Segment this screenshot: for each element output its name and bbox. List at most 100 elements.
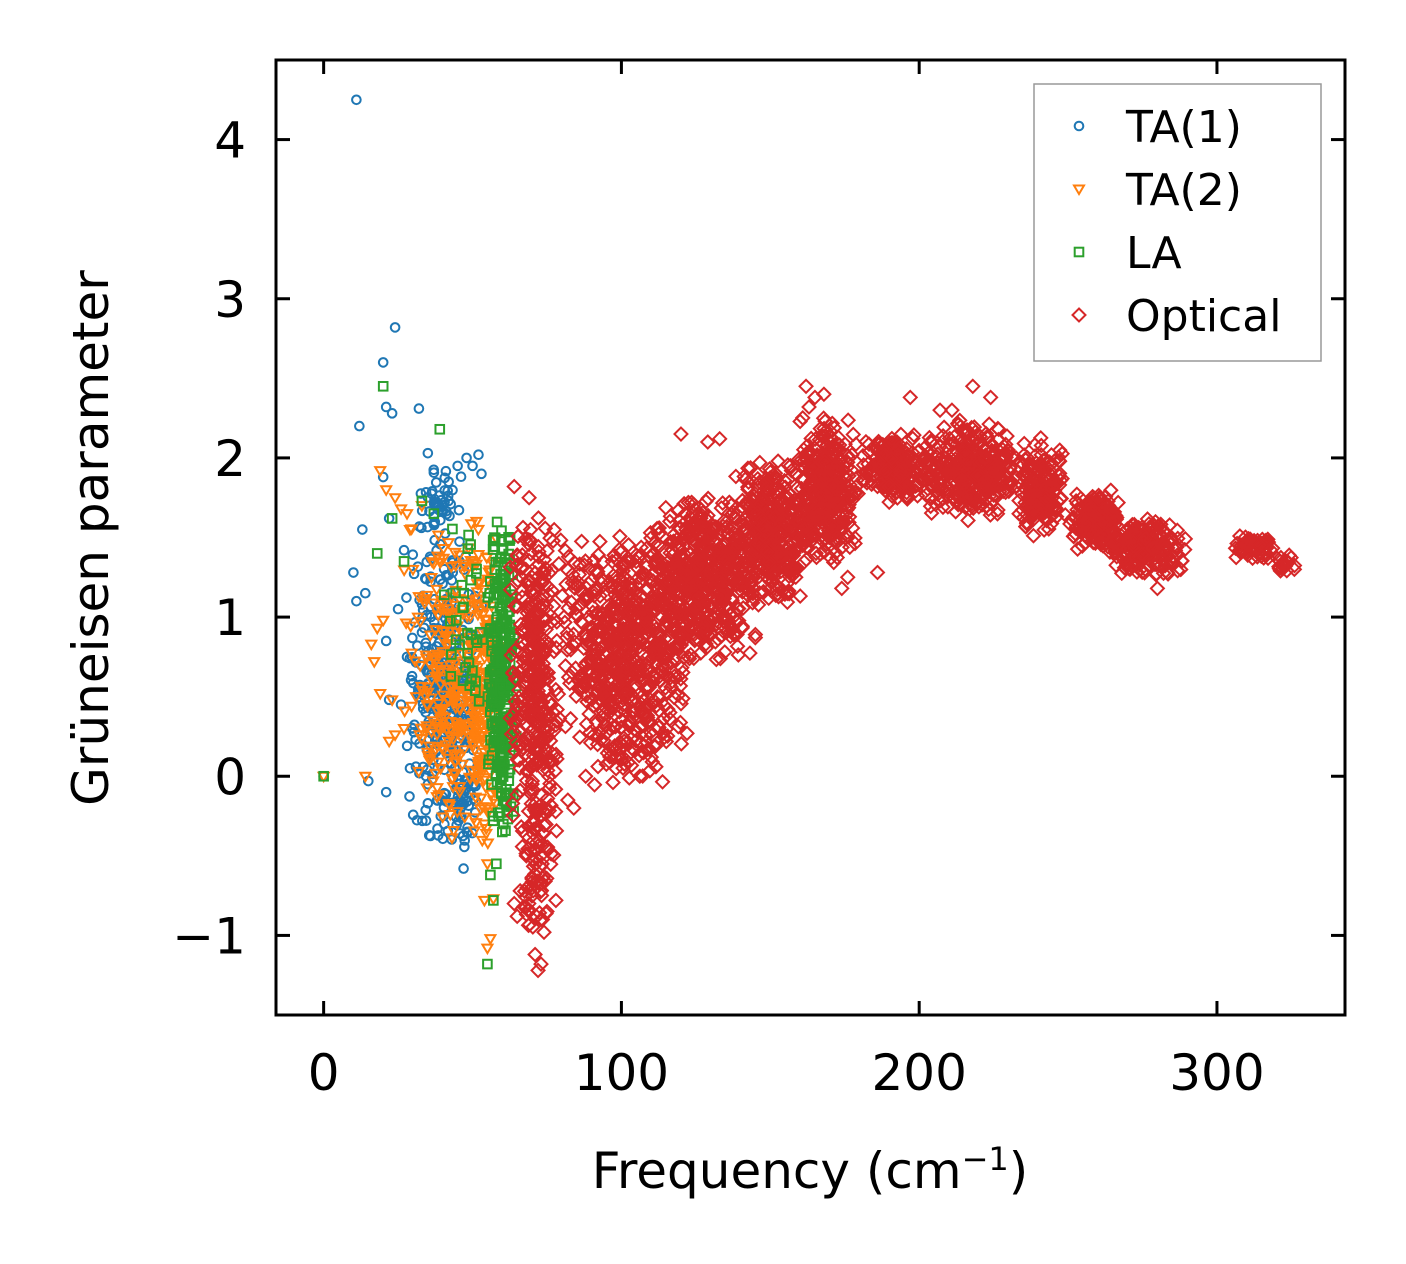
data-point bbox=[539, 801, 556, 818]
data-point bbox=[421, 664, 432, 676]
data-point bbox=[480, 859, 495, 871]
data-point bbox=[606, 547, 623, 564]
data-point bbox=[420, 804, 431, 816]
data-point bbox=[578, 716, 595, 732]
data-point bbox=[512, 707, 529, 724]
data-point bbox=[530, 538, 547, 555]
data-point bbox=[406, 670, 418, 682]
data-point bbox=[428, 625, 443, 637]
data-point bbox=[373, 688, 387, 701]
data-point bbox=[530, 549, 547, 565]
data-point bbox=[651, 702, 668, 719]
data-point bbox=[454, 639, 465, 650]
data-point bbox=[533, 575, 550, 592]
data-point bbox=[631, 620, 648, 637]
data-point bbox=[397, 706, 412, 718]
data-point bbox=[404, 648, 419, 661]
data-point bbox=[448, 659, 462, 671]
data-point bbox=[459, 841, 470, 853]
data-point bbox=[441, 538, 456, 550]
data-point bbox=[633, 539, 650, 556]
data-point bbox=[486, 692, 498, 704]
data-point bbox=[589, 656, 606, 673]
data-point bbox=[554, 587, 571, 604]
data-point bbox=[488, 895, 499, 906]
data-point bbox=[593, 574, 610, 591]
data-point bbox=[480, 943, 495, 956]
data-point bbox=[443, 476, 455, 488]
data-point bbox=[531, 832, 548, 849]
data-point bbox=[565, 626, 582, 643]
data-point bbox=[622, 575, 639, 592]
data-point bbox=[639, 707, 656, 724]
data-point bbox=[440, 465, 452, 477]
data-point bbox=[536, 712, 552, 729]
data-point bbox=[496, 525, 507, 537]
data-point bbox=[460, 720, 474, 732]
data-point bbox=[380, 786, 392, 798]
data-point bbox=[532, 601, 549, 618]
data-point bbox=[532, 752, 549, 769]
data-point bbox=[433, 558, 447, 570]
data-point bbox=[585, 636, 602, 653]
data-point bbox=[377, 380, 389, 392]
data-point bbox=[423, 830, 435, 841]
data-point bbox=[509, 547, 526, 563]
data-point bbox=[460, 662, 471, 673]
data-point bbox=[430, 783, 445, 795]
data-point bbox=[418, 622, 430, 634]
data-point bbox=[573, 533, 590, 550]
data-point bbox=[607, 595, 624, 611]
data-point bbox=[434, 423, 446, 435]
data-point bbox=[560, 600, 577, 616]
data-point bbox=[595, 660, 612, 677]
data-point bbox=[433, 665, 448, 677]
data-point bbox=[471, 599, 485, 611]
data-point bbox=[526, 842, 543, 859]
data-point bbox=[613, 682, 630, 699]
data-point bbox=[655, 725, 672, 742]
data-point bbox=[592, 533, 608, 550]
data-point bbox=[492, 581, 504, 593]
data-point bbox=[564, 574, 581, 591]
data-point bbox=[486, 636, 498, 648]
data-point bbox=[497, 679, 508, 691]
data-point bbox=[536, 671, 553, 688]
data-point bbox=[635, 636, 652, 653]
data-point bbox=[571, 556, 588, 573]
data-point bbox=[377, 471, 389, 483]
data-point bbox=[607, 718, 624, 735]
data-point bbox=[670, 718, 687, 735]
data-point bbox=[377, 357, 389, 368]
data-point bbox=[486, 682, 498, 693]
data-point bbox=[524, 776, 540, 793]
data-point bbox=[437, 500, 449, 511]
data-point bbox=[447, 749, 462, 761]
data-point bbox=[469, 650, 483, 662]
data-point bbox=[482, 958, 493, 970]
data-point bbox=[604, 632, 621, 649]
data-point bbox=[380, 401, 392, 413]
data-point bbox=[479, 828, 493, 841]
data-point bbox=[529, 651, 545, 668]
data-point bbox=[585, 552, 602, 569]
data-point bbox=[420, 699, 434, 712]
data-point bbox=[388, 730, 402, 742]
data-point bbox=[622, 603, 639, 620]
data-point bbox=[652, 673, 669, 689]
data-point bbox=[455, 471, 467, 483]
data-point bbox=[641, 762, 658, 779]
data-point bbox=[496, 543, 508, 554]
data-point bbox=[473, 578, 487, 590]
data-point bbox=[454, 536, 465, 547]
data-point bbox=[426, 716, 440, 728]
data-point bbox=[541, 749, 557, 766]
data-point bbox=[584, 583, 601, 600]
data-point bbox=[441, 695, 456, 707]
data-point bbox=[428, 464, 440, 476]
data-point bbox=[452, 787, 467, 799]
data-point bbox=[590, 727, 606, 744]
data-point bbox=[452, 460, 463, 472]
data-point bbox=[674, 664, 691, 681]
data-point bbox=[658, 733, 675, 750]
